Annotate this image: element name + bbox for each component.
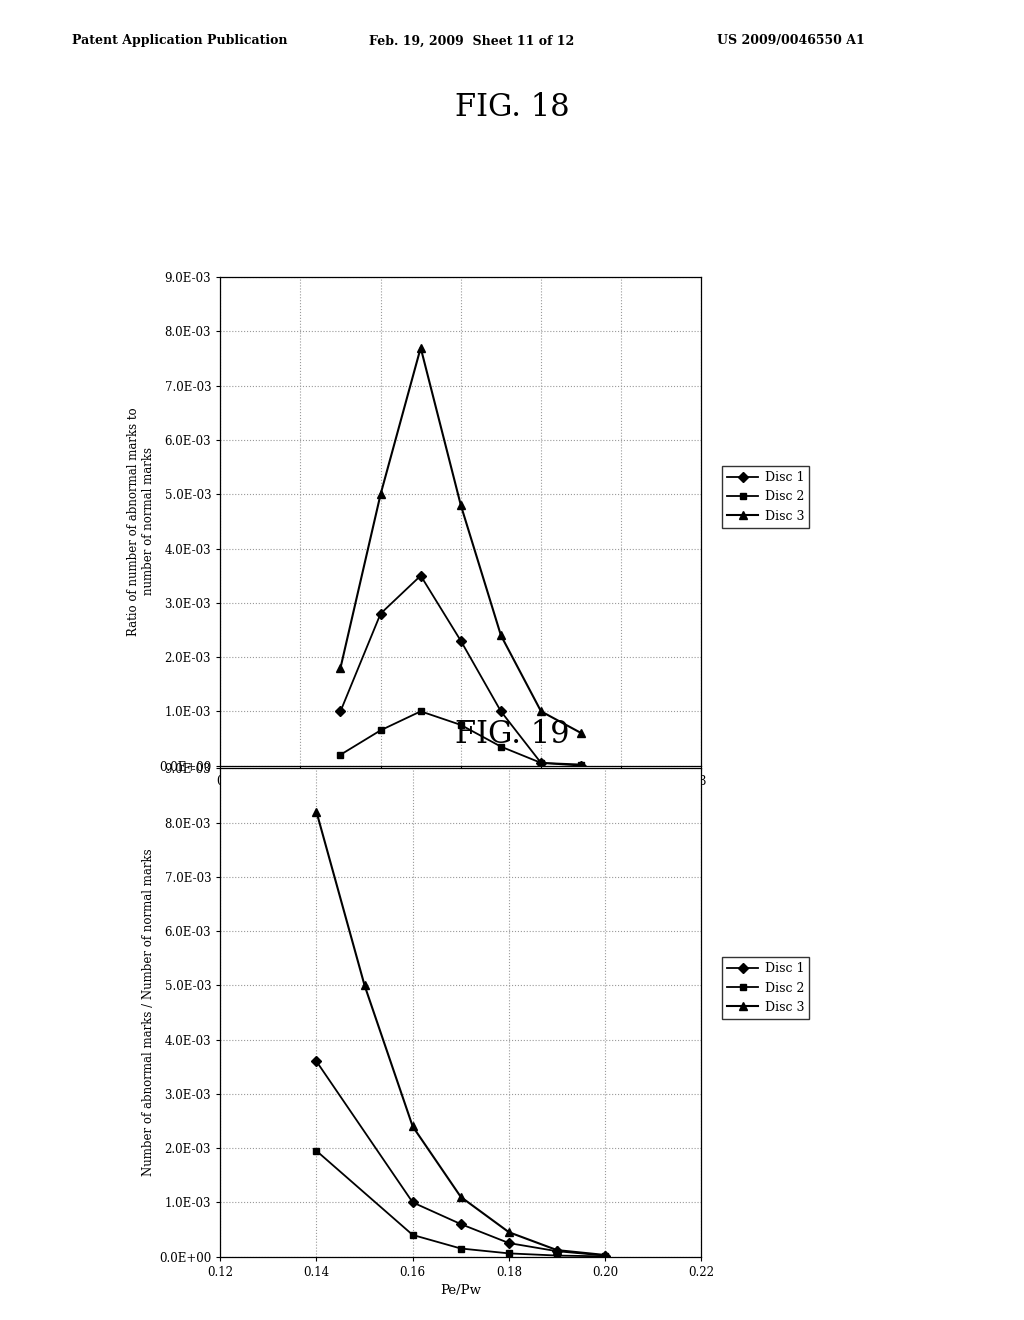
X-axis label: Tcp₃ [T]: Tcp₃ [T] xyxy=(435,793,486,807)
Disc 3 xyxy=(575,725,588,741)
Line: Disc 3: Disc 3 xyxy=(312,808,609,1259)
Disc 2 xyxy=(375,722,387,738)
Disc 2 xyxy=(551,1247,563,1263)
Disc 3 xyxy=(334,660,346,676)
Disc 3 xyxy=(535,704,547,719)
Disc 2 xyxy=(310,1143,323,1159)
Disc 2 xyxy=(415,704,427,719)
Y-axis label: Ratio of number of abnormal marks to
number of normal marks: Ratio of number of abnormal marks to num… xyxy=(127,407,155,636)
Disc 2 xyxy=(503,1246,515,1262)
Disc 1 xyxy=(375,606,387,622)
Disc 3 xyxy=(310,804,323,820)
Disc 3 xyxy=(415,339,427,355)
Line: Disc 1: Disc 1 xyxy=(337,572,585,770)
Disc 3 xyxy=(455,1189,467,1205)
Disc 2 xyxy=(334,747,346,763)
Disc 3 xyxy=(455,498,467,513)
Disc 3 xyxy=(551,1242,563,1258)
Y-axis label: Number of abnormal marks / Number of normal marks: Number of abnormal marks / Number of nor… xyxy=(141,849,155,1176)
Line: Disc 2: Disc 2 xyxy=(313,1147,608,1259)
Disc 2 xyxy=(575,756,588,772)
Text: FIG. 19: FIG. 19 xyxy=(455,719,569,750)
Disc 2 xyxy=(455,717,467,733)
Disc 3 xyxy=(358,977,371,993)
Disc 3 xyxy=(503,1225,515,1241)
Text: Patent Application Publication: Patent Application Publication xyxy=(72,34,287,48)
Disc 3 xyxy=(375,486,387,502)
Disc 1 xyxy=(535,755,547,771)
Disc 3 xyxy=(407,1118,419,1134)
Disc 2 xyxy=(407,1228,419,1243)
Disc 3 xyxy=(599,1247,611,1263)
Disc 1 xyxy=(551,1243,563,1259)
Text: FIG. 18: FIG. 18 xyxy=(455,92,569,123)
Disc 1 xyxy=(599,1247,611,1263)
Disc 1 xyxy=(503,1236,515,1251)
Disc 1 xyxy=(407,1195,419,1210)
Disc 2 xyxy=(599,1249,611,1265)
Disc 1 xyxy=(334,704,346,719)
Disc 1 xyxy=(575,758,588,774)
Disc 1 xyxy=(455,1216,467,1232)
Legend: Disc 1, Disc 2, Disc 3: Disc 1, Disc 2, Disc 3 xyxy=(722,957,809,1019)
Line: Disc 2: Disc 2 xyxy=(337,708,585,768)
Disc 1 xyxy=(415,568,427,583)
Disc 2 xyxy=(495,739,507,755)
Text: US 2009/0046550 A1: US 2009/0046550 A1 xyxy=(717,34,864,48)
Legend: Disc 1, Disc 2, Disc 3: Disc 1, Disc 2, Disc 3 xyxy=(722,466,809,528)
X-axis label: Pe/Pw: Pe/Pw xyxy=(440,1284,481,1298)
Disc 3 xyxy=(495,627,507,643)
Disc 2 xyxy=(535,755,547,771)
Disc 2 xyxy=(455,1241,467,1257)
Disc 1 xyxy=(455,632,467,648)
Line: Disc 1: Disc 1 xyxy=(313,1057,608,1259)
Disc 1 xyxy=(495,704,507,719)
Text: Feb. 19, 2009  Sheet 11 of 12: Feb. 19, 2009 Sheet 11 of 12 xyxy=(369,34,573,48)
Line: Disc 3: Disc 3 xyxy=(336,343,586,737)
Disc 1 xyxy=(310,1053,323,1069)
